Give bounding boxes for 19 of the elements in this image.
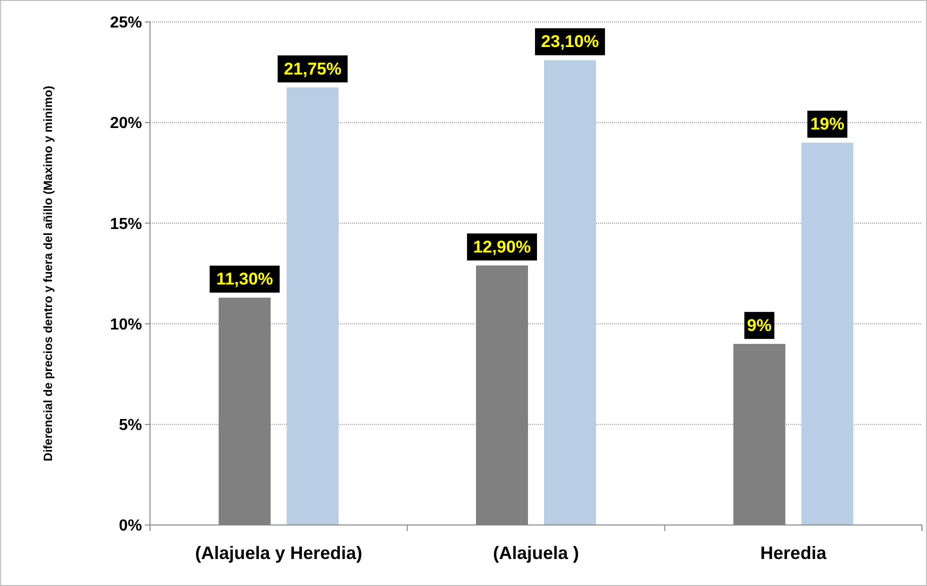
bar xyxy=(544,60,596,525)
y-tick-label: 25% xyxy=(110,14,142,32)
y-tick-label: 20% xyxy=(110,115,142,132)
data-label: 9% xyxy=(747,316,772,335)
x-tick-label: Heredia xyxy=(760,543,828,563)
data-label: 21,75% xyxy=(284,59,342,78)
data-label: 23,10% xyxy=(541,32,599,52)
y-tick-label: 5% xyxy=(118,417,142,434)
data-label: 19% xyxy=(810,114,844,134)
data-label: 12,90% xyxy=(473,237,531,256)
x-tick-label: (Alajuela y Heredia) xyxy=(195,543,362,563)
x-tick-label: (Alajuela ) xyxy=(492,543,580,563)
y-tick-label: 15% xyxy=(110,216,142,233)
bar xyxy=(801,142,854,525)
y-tick-label: 0% xyxy=(118,518,142,535)
bar xyxy=(286,87,339,525)
y-axis-title: Diferencial de precios dentro y fuera del añillo (Maximo y minimo) xyxy=(41,86,55,462)
data-label: 11,30% xyxy=(216,270,274,289)
y-tick-label: 10% xyxy=(110,316,142,334)
